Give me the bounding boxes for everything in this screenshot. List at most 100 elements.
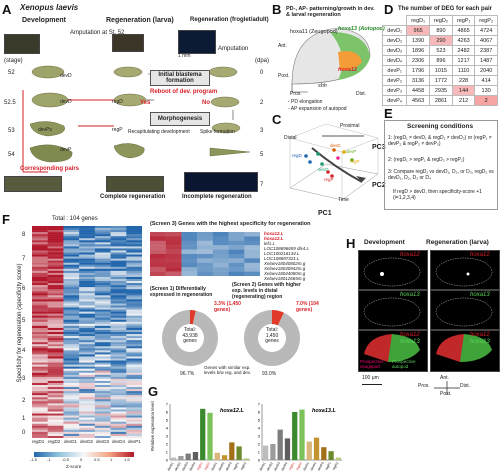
heatmap-cell bbox=[79, 323, 96, 327]
heatmap-cell bbox=[47, 252, 64, 255]
heatmap-cell bbox=[110, 279, 127, 282]
heatmap-cell bbox=[63, 250, 80, 253]
heatmap-cell bbox=[63, 270, 80, 274]
heatmap-cell bbox=[32, 409, 48, 412]
heatmap-cell bbox=[32, 372, 48, 376]
table-cell: 1217 bbox=[451, 55, 476, 66]
species-title: Xenopus laevis bbox=[20, 3, 79, 12]
heatmap-cell bbox=[63, 313, 80, 316]
heatmap-cell bbox=[110, 391, 127, 394]
heatmap-cell bbox=[110, 246, 127, 249]
zoom-cell bbox=[244, 254, 260, 259]
heatmap-cell bbox=[126, 340, 142, 343]
heatmap-cell bbox=[79, 362, 96, 365]
bar bbox=[178, 456, 184, 460]
heatmap-cell bbox=[47, 342, 64, 345]
heatmap-cell bbox=[94, 352, 111, 355]
bar bbox=[292, 412, 298, 460]
heatmap-cell bbox=[32, 338, 48, 341]
zoom-cell bbox=[197, 262, 214, 268]
heatmap-cell bbox=[79, 433, 96, 437]
heatmap-cell bbox=[94, 268, 111, 272]
heatmap-cell bbox=[47, 232, 64, 235]
heatmap-cell bbox=[32, 295, 48, 298]
heatmap-cell bbox=[110, 368, 127, 371]
y-tick-label: 2 bbox=[166, 442, 169, 447]
heatmap-cell bbox=[79, 264, 96, 267]
heatmap-cell bbox=[47, 423, 64, 426]
heatmap-cell bbox=[79, 268, 96, 272]
chart-title: hoxa13.L bbox=[312, 408, 336, 414]
heatmap-cell bbox=[110, 228, 127, 231]
hoxa12-label: hoxa12 bbox=[338, 67, 357, 73]
heatmap-cell bbox=[47, 281, 64, 284]
heatmap-cell bbox=[63, 281, 80, 284]
heatmap-cell bbox=[32, 368, 48, 371]
ytick: 4 bbox=[22, 348, 26, 354]
heatmap-cell bbox=[79, 419, 96, 422]
pie2-pct: 7.0% (104 genes) bbox=[296, 301, 319, 313]
bar bbox=[263, 445, 269, 460]
h-prosp-zeug: Prospective zeugopod bbox=[360, 359, 384, 369]
heatmap-cell bbox=[79, 299, 96, 302]
heatmap-cell bbox=[110, 346, 127, 349]
label-devd1: devD bbox=[60, 73, 72, 79]
table-row: devP₂ 3136 1772 228 414 bbox=[381, 75, 498, 86]
heatmap-cell bbox=[47, 283, 64, 286]
heatmap-cell bbox=[32, 228, 48, 231]
heatmap-cell bbox=[94, 272, 111, 276]
heatmap-cell bbox=[47, 317, 64, 320]
larva-image bbox=[112, 34, 144, 52]
heatmap-cell bbox=[110, 283, 127, 286]
heatmap-cell bbox=[94, 431, 111, 435]
heatmap-cell bbox=[47, 352, 64, 355]
heatmap-cell bbox=[79, 315, 96, 318]
heatmap-cell bbox=[94, 262, 111, 265]
zoom-cell bbox=[212, 232, 229, 237]
heatmap-cell bbox=[32, 382, 48, 386]
heatmap-cell bbox=[94, 309, 111, 312]
heatmap-cell bbox=[94, 307, 111, 310]
heatmap-cell bbox=[32, 289, 48, 292]
heatmap-cell bbox=[47, 399, 64, 402]
zoom-cell bbox=[228, 249, 245, 255]
heatmap-cell bbox=[47, 376, 64, 380]
x-tick-label: regD2 bbox=[295, 461, 303, 471]
heatmap-cell bbox=[94, 342, 111, 345]
heatmap-cell bbox=[79, 334, 96, 337]
screen3-title: (Screen 3) Genes with the highest specif… bbox=[150, 221, 311, 227]
heatmap-cell bbox=[126, 264, 142, 267]
heatmap-cell bbox=[32, 417, 48, 420]
heatmap-cell bbox=[63, 236, 80, 239]
heatmap-cell bbox=[32, 329, 48, 333]
table-row: devD₂ 1390 290 4263 4067 bbox=[381, 35, 498, 46]
heatmap-cell bbox=[63, 366, 80, 369]
heatmap-cell bbox=[94, 380, 111, 384]
heatmap-cell bbox=[94, 276, 111, 280]
heatmap-cell bbox=[110, 242, 127, 245]
zoom-cell bbox=[228, 258, 245, 263]
heatmap-cell bbox=[110, 366, 127, 369]
h-dev-hoxa12 bbox=[358, 250, 428, 290]
heatmap-cell bbox=[126, 297, 142, 300]
heatmap-cell bbox=[47, 270, 64, 274]
heatmap-cell bbox=[126, 336, 142, 339]
zoom-cell bbox=[212, 240, 229, 246]
table-cell: 1487 bbox=[474, 55, 498, 66]
y-tick-label: 5 bbox=[166, 418, 169, 423]
x-tick-label: devD2 bbox=[266, 461, 274, 471]
y-tick-label: 5 bbox=[258, 418, 261, 423]
heatmap-cell bbox=[110, 399, 127, 402]
heatmap-cell bbox=[47, 382, 64, 386]
heatmap-cell bbox=[79, 329, 96, 333]
heatmap-cell bbox=[32, 435, 48, 438]
zoom-cell bbox=[165, 249, 182, 255]
heatmap-cell bbox=[94, 429, 111, 433]
heatmap-cell bbox=[47, 380, 64, 384]
x-tick-label: devP3 bbox=[317, 461, 325, 471]
heatmap-cell bbox=[126, 358, 142, 361]
heatmap-cell bbox=[126, 230, 142, 233]
y-tick-label: 6 bbox=[258, 410, 261, 415]
gene-label: Xelaev18044080m.g bbox=[264, 271, 306, 276]
heatmap-cell bbox=[63, 389, 80, 392]
